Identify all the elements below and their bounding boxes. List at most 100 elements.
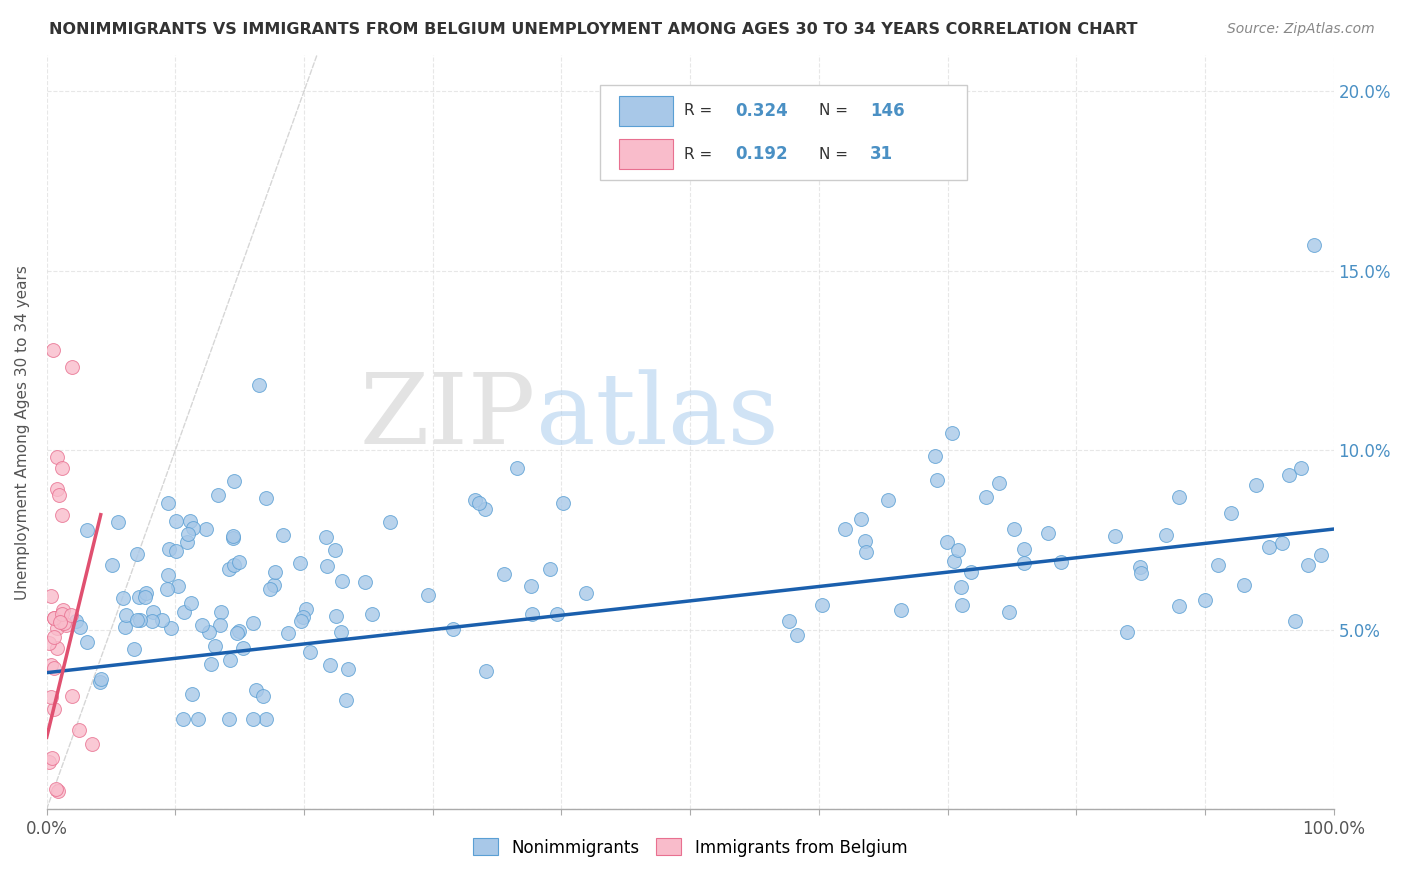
Point (263, 566, 285, 580)
Text: N =: N = (818, 146, 848, 161)
Point (172, 712, 194, 726)
Point (335, 693, 357, 707)
Point (76, 635, 98, 649)
Point (254, 712, 277, 726)
Point (125, 613, 148, 627)
Point (1129, 566, 1152, 580)
Text: 0.192: 0.192 (735, 145, 787, 163)
Point (924, 449, 946, 463)
Point (1219, 506, 1241, 520)
Point (209, 618, 232, 632)
Point (39, 690, 62, 704)
Point (464, 492, 486, 507)
Point (129, 613, 152, 627)
Point (39, 658, 62, 673)
Point (474, 502, 496, 516)
Point (222, 474, 245, 488)
Point (834, 522, 856, 536)
Point (1284, 614, 1306, 628)
Point (522, 607, 544, 621)
Text: N =: N = (818, 103, 848, 119)
Point (941, 426, 963, 441)
Point (218, 712, 240, 726)
Point (76, 523, 98, 537)
Point (209, 605, 232, 619)
Point (107, 515, 129, 529)
Point (179, 514, 201, 528)
Point (263, 578, 285, 592)
Point (1232, 578, 1254, 592)
Point (242, 712, 264, 726)
Point (330, 574, 353, 588)
Point (160, 621, 183, 635)
Y-axis label: Unemployment Among Ages 30 to 34 years: Unemployment Among Ages 30 to 34 years (15, 265, 30, 599)
Point (167, 579, 190, 593)
Point (950, 598, 973, 612)
Point (41, 751, 63, 765)
Point (222, 531, 245, 545)
Point (553, 496, 575, 510)
Point (42, 611, 65, 625)
Point (55, 618, 77, 632)
Point (277, 625, 299, 640)
Point (177, 527, 200, 541)
Point (960, 566, 983, 580)
Point (315, 559, 337, 574)
Point (127, 548, 149, 562)
Point (48, 488, 70, 502)
Point (89, 675, 111, 690)
Point (288, 557, 311, 571)
Point (225, 626, 247, 640)
Point (222, 529, 245, 543)
Point (1002, 522, 1025, 536)
Point (1194, 592, 1216, 607)
Point (538, 561, 561, 575)
Point (46, 640, 69, 655)
Point (299, 645, 322, 659)
Text: NONIMMIGRANTS VS IMMIGRANTS FROM BELGIUM UNEMPLOYMENT AMONG AGES 30 TO 34 YEARS : NONIMMIGRANTS VS IMMIGRANTS FROM BELGIUM… (49, 22, 1137, 37)
Text: ZIP: ZIP (360, 369, 536, 465)
Point (134, 591, 156, 605)
Point (935, 534, 957, 549)
Point (112, 591, 135, 605)
Point (441, 622, 464, 636)
Point (290, 615, 312, 629)
Point (778, 614, 800, 628)
FancyBboxPatch shape (620, 139, 673, 169)
Point (42, 702, 65, 716)
Point (128, 590, 150, 604)
Point (988, 475, 1011, 490)
Point (811, 598, 834, 612)
Point (242, 615, 264, 630)
Point (1206, 558, 1229, 572)
Point (207, 487, 229, 501)
Point (1168, 599, 1191, 613)
Point (1309, 548, 1331, 562)
Point (1277, 468, 1299, 483)
Point (292, 609, 315, 624)
Point (165, 514, 187, 528)
Point (1129, 560, 1152, 574)
Point (222, 558, 245, 573)
Point (60, 360, 83, 375)
Point (252, 689, 274, 703)
Point (294, 601, 316, 615)
Point (228, 555, 250, 569)
Text: 0.324: 0.324 (735, 102, 787, 120)
Text: 31: 31 (870, 145, 893, 163)
Point (228, 624, 250, 639)
Point (165, 544, 187, 558)
Text: 146: 146 (870, 102, 905, 120)
Point (946, 542, 969, 557)
Point (150, 613, 173, 627)
Text: atlas: atlas (536, 369, 779, 465)
Point (156, 582, 179, 597)
Point (853, 534, 876, 549)
Point (1038, 526, 1060, 541)
Point (271, 528, 294, 542)
Point (115, 607, 138, 622)
Point (38, 636, 60, 650)
Point (245, 683, 267, 698)
Point (197, 624, 219, 639)
Point (876, 493, 898, 508)
